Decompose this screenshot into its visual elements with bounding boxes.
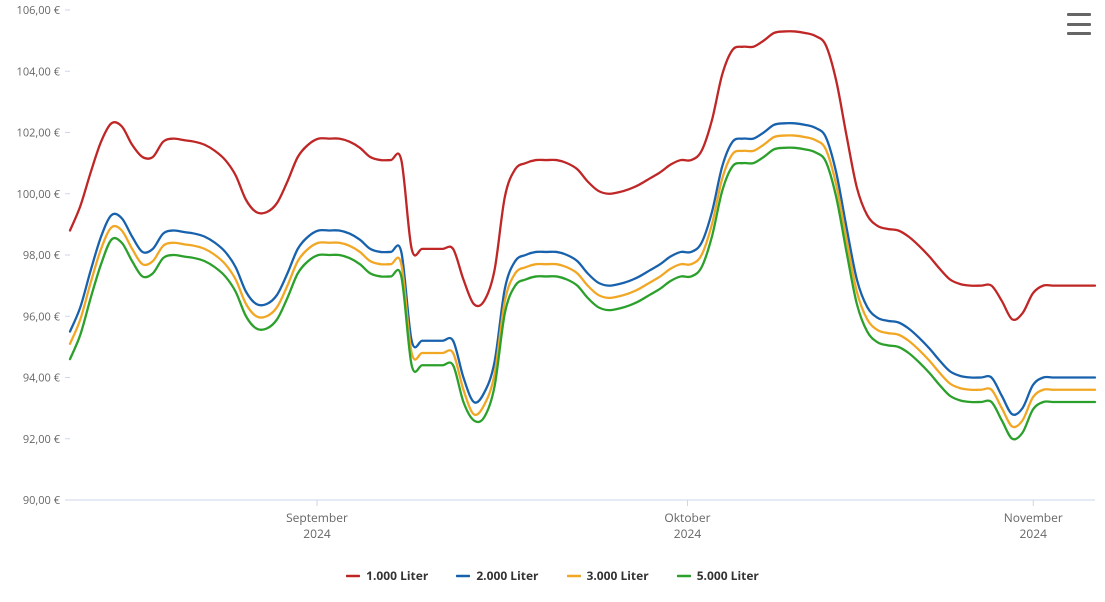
legend: 1.000 Liter 2.000 Liter 3.000 Liter 5.000 L… <box>0 567 1105 584</box>
legend-label: 1.000 Liter <box>366 567 428 584</box>
x-tick-label-month: September <box>286 509 348 526</box>
legend-label: 5.000 Liter <box>697 567 759 584</box>
chart-container: 90,00 € 92,00 € 94,00 € 96,00 € 98,00 € 100,0… <box>0 0 1105 602</box>
y-tick-label: 96,00 € <box>23 309 61 324</box>
legend-item[interactable]: 5.000 Liter <box>677 567 759 584</box>
x-tick-label-month: Oktober <box>664 509 710 526</box>
y-tick-label: 98,00 € <box>23 248 61 263</box>
y-tick-label: 94,00 € <box>23 371 61 386</box>
y-tick-label: 90,00 € <box>23 493 61 508</box>
series-line <box>70 148 1095 440</box>
legend-swatch <box>346 569 360 583</box>
legend-label: 3.000 Liter <box>587 567 649 584</box>
x-tick-label-year: 2024 <box>1020 525 1048 542</box>
series-line <box>70 31 1095 320</box>
legend-item[interactable]: 3.000 Liter <box>567 567 649 584</box>
series-line <box>70 135 1095 427</box>
legend-item[interactable]: 2.000 Liter <box>456 567 538 584</box>
legend-swatch <box>567 569 581 583</box>
legend-label: 2.000 Liter <box>476 567 538 584</box>
x-tick-label-year: 2024 <box>303 525 331 542</box>
y-tick-label: 92,00 € <box>23 432 61 447</box>
line-chart: 90,00 € 92,00 € 94,00 € 96,00 € 98,00 € 100,0… <box>0 0 1105 602</box>
legend-swatch <box>456 569 470 583</box>
y-tick-label: 106,00 € <box>17 3 61 18</box>
y-tick-label: 104,00 € <box>17 64 61 79</box>
x-tick-label-year: 2024 <box>674 525 702 542</box>
legend-swatch <box>677 569 691 583</box>
y-tick-label: 102,00 € <box>17 126 61 141</box>
x-tick-label-month: November <box>1004 509 1063 526</box>
chart-menu-button[interactable] <box>1067 10 1091 38</box>
y-tick-label: 100,00 € <box>17 187 61 202</box>
legend-item[interactable]: 1.000 Liter <box>346 567 428 584</box>
